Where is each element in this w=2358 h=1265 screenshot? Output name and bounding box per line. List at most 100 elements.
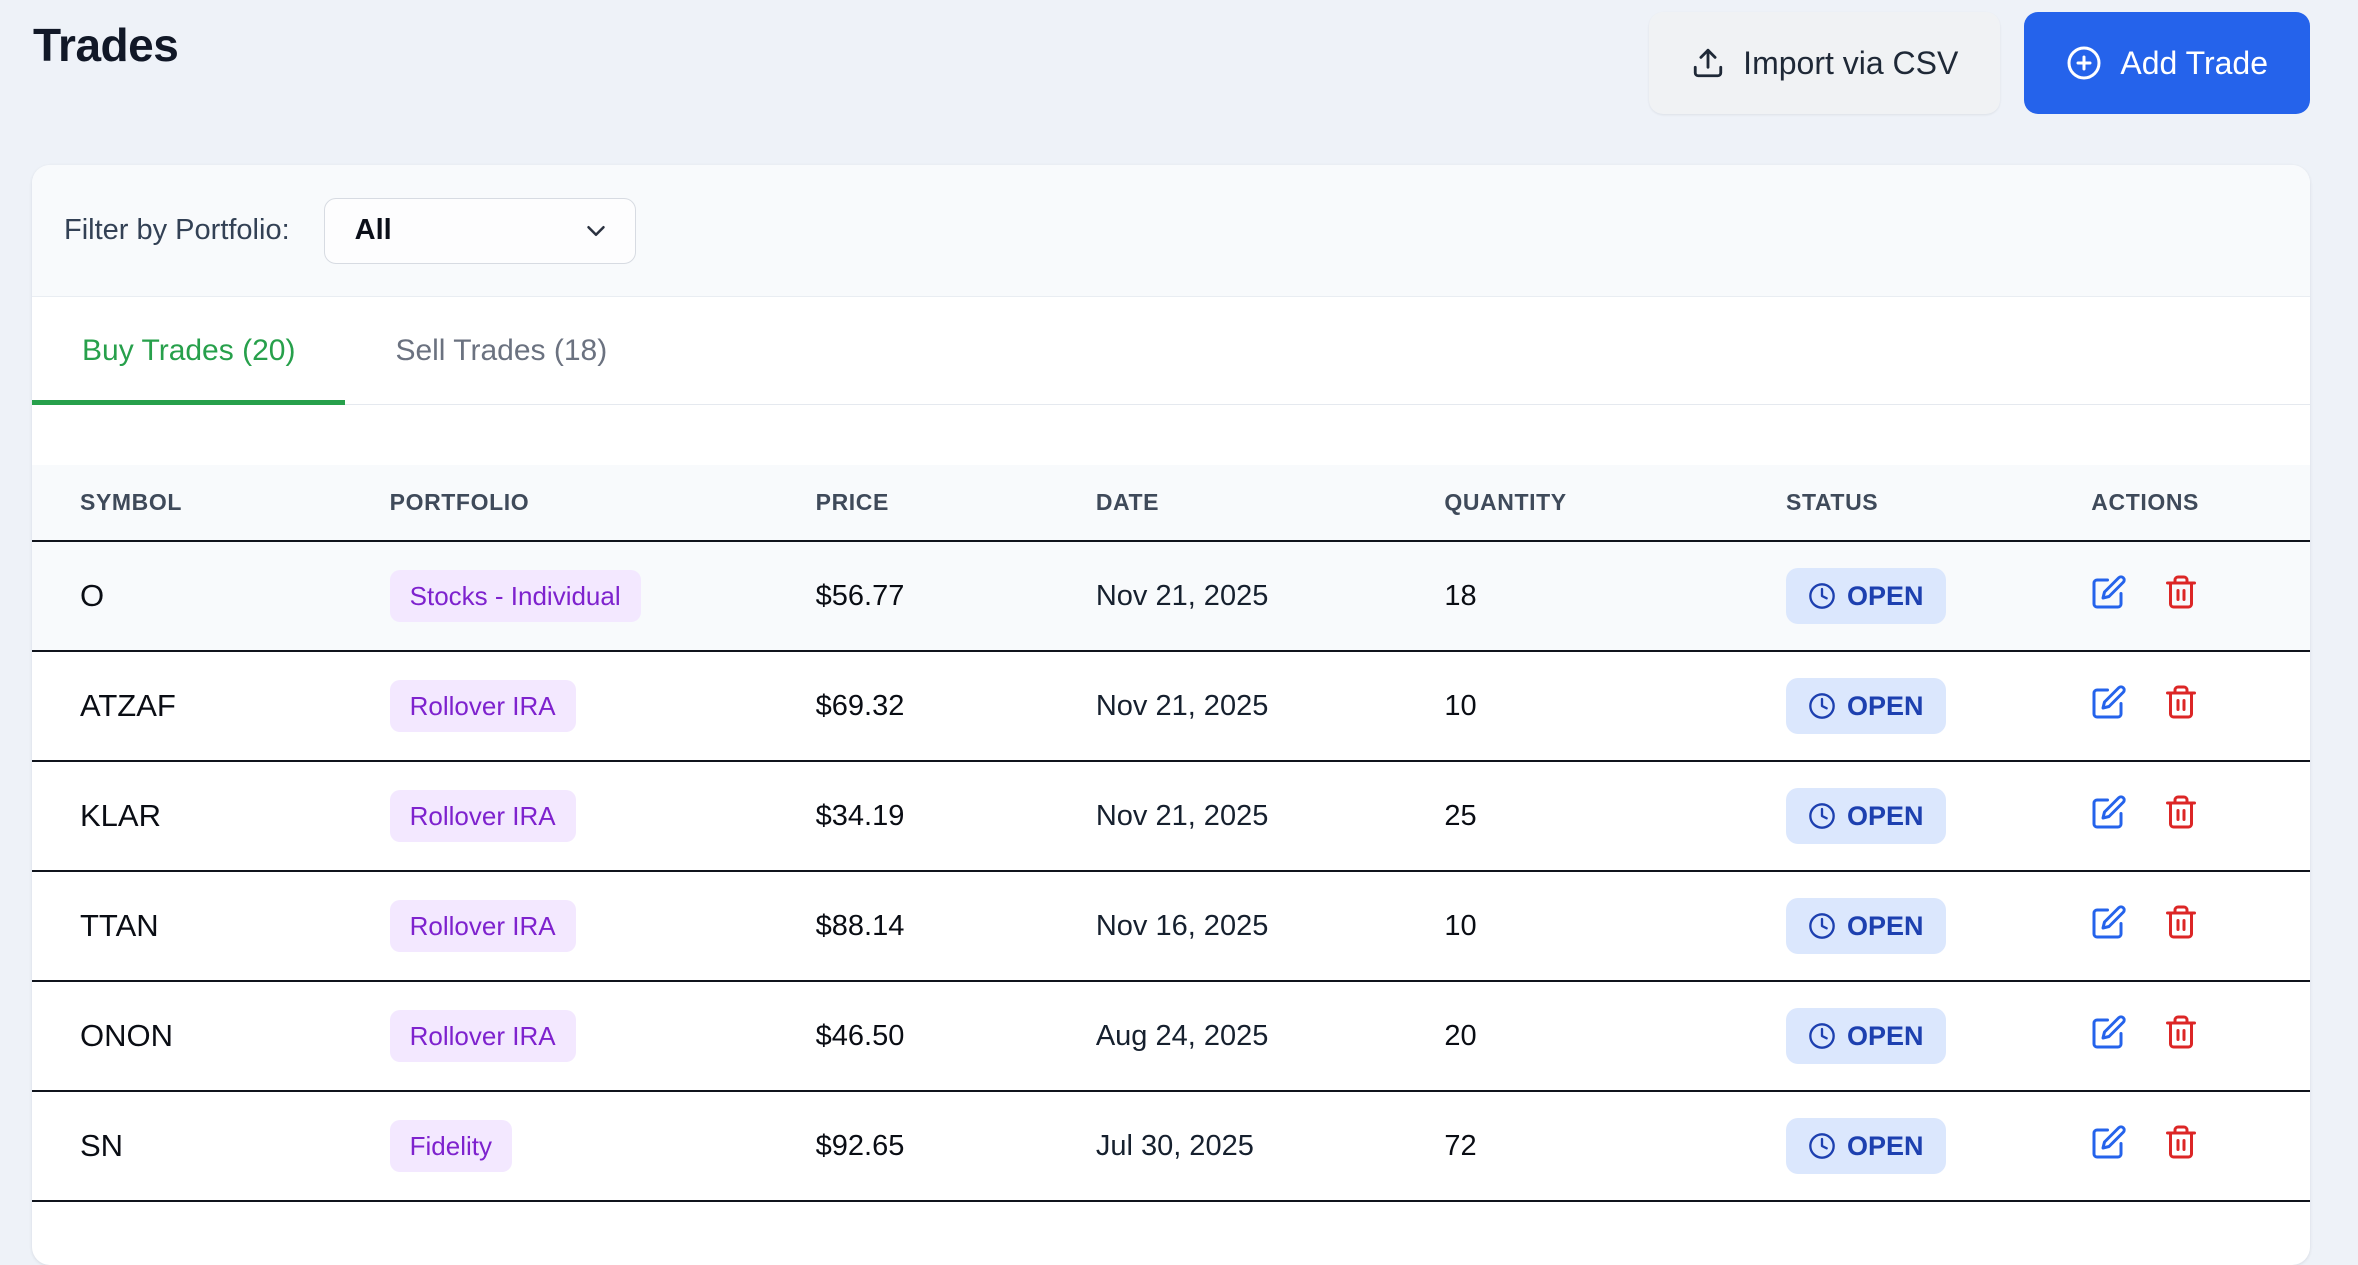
quantity-cell: 18 [1444,541,1787,652]
add-trade-button[interactable]: Add Trade [2024,12,2310,114]
column-header-symbol: SYMBOL [32,465,390,542]
trades-card: Filter by Portfolio: All Buy Trades (20)… [32,165,2310,1265]
date-cell: Nov 21, 2025 [1095,541,1445,652]
delete-trade-button[interactable] [2163,1014,2199,1050]
page-title: Trades [33,19,179,71]
edit-icon [2091,1124,2127,1160]
date-cell: Nov 16, 2025 [1095,871,1445,982]
import-csv-label: Import via CSV [1743,44,1959,81]
status-cell: OPEN [1786,651,2092,762]
status-cell: OPEN [1786,1091,2092,1202]
status-badge-label: OPEN [1847,690,1924,721]
symbol-cell: O [32,541,390,652]
topbar-actions: Import via CSV Add Trade [1649,12,2310,114]
symbol-cell: KLAR [32,761,390,872]
actions-cell [2091,871,2310,982]
status-badge-label: OPEN [1847,1130,1924,1161]
edit-icon [2091,1014,2127,1050]
status-badge: OPEN [1786,1118,1946,1174]
status-cell: OPEN [1786,871,2092,982]
chevron-down-icon [581,216,611,246]
edit-icon [2091,904,2127,940]
edit-icon [2091,794,2127,830]
status-badge-label: OPEN [1847,580,1924,611]
quantity-cell: 25 [1444,761,1787,872]
price-cell: $88.14 [815,871,1096,982]
tab-buy-trades-label: Buy Trades (20) [82,333,296,367]
edit-trade-button[interactable] [2091,1014,2127,1050]
portfolio-cell: Fidelity [389,1091,816,1202]
trash-icon [2163,684,2199,720]
column-header-date: DATE [1095,465,1445,542]
edit-trade-button[interactable] [2091,904,2127,940]
portfolio-filter-select[interactable]: All [323,197,636,264]
status-badge: OPEN [1786,788,1946,844]
date-cell: Nov 21, 2025 [1095,651,1445,762]
clock-icon [1808,582,1836,610]
symbol-cell: ONON [32,981,390,1092]
trades-table-body: O Stocks - Individual $56.77 Nov 21, 202… [32,541,2310,1202]
trash-icon [2163,1124,2199,1160]
table-row: ATZAF Rollover IRA $69.32 Nov 21, 2025 1… [32,651,2310,762]
clock-icon [1808,802,1836,830]
add-trade-label: Add Trade [2120,44,2268,81]
clock-icon [1808,692,1836,720]
status-badge: OPEN [1786,568,1946,624]
price-cell: $46.50 [815,981,1096,1092]
trash-icon [2163,904,2199,940]
portfolio-cell: Rollover IRA [389,871,816,982]
portfolio-filter-value: All [354,214,392,246]
status-cell: OPEN [1786,981,2092,1092]
delete-trade-button[interactable] [2163,904,2199,940]
trash-icon [2163,1014,2199,1050]
edit-trade-button[interactable] [2091,1124,2127,1160]
clock-icon [1808,912,1836,940]
trade-tabs: Buy Trades (20) Sell Trades (18) [32,297,2310,405]
price-cell: $56.77 [815,541,1096,652]
delete-trade-button[interactable] [2163,684,2199,720]
column-header-status: STATUS [1786,465,2092,542]
portfolio-badge: Fidelity [389,1120,512,1172]
status-badge: OPEN [1786,898,1946,954]
table-row: TTAN Rollover IRA $88.14 Nov 16, 2025 10… [32,871,2310,982]
quantity-cell: 10 [1444,651,1787,762]
status-badge-label: OPEN [1847,910,1924,941]
portfolio-cell: Rollover IRA [389,761,816,872]
edit-trade-button[interactable] [2091,684,2127,720]
quantity-cell: 10 [1444,871,1787,982]
status-cell: OPEN [1786,541,2092,652]
delete-trade-button[interactable] [2163,574,2199,610]
table-row: O Stocks - Individual $56.77 Nov 21, 202… [32,541,2310,652]
status-badge-label: OPEN [1847,1020,1924,1051]
edit-icon [2091,684,2127,720]
portfolio-cell: Rollover IRA [389,651,816,762]
table-gap [32,405,2310,465]
date-cell: Nov 21, 2025 [1095,761,1445,872]
portfolio-filter-label: Filter by Portfolio: [64,214,290,246]
table-row: SN Fidelity $92.65 Jul 30, 2025 72 OPEN [32,1091,2310,1202]
column-header-portfolio: PORTFOLIO [389,465,816,542]
delete-trade-button[interactable] [2163,794,2199,830]
portfolio-cell: Rollover IRA [389,981,816,1092]
column-header-price: PRICE [815,465,1096,542]
tab-sell-trades-label: Sell Trades (18) [395,333,608,367]
delete-trade-button[interactable] [2163,1124,2199,1160]
tab-sell-trades[interactable]: Sell Trades (18) [345,297,657,404]
price-cell: $92.65 [815,1091,1096,1202]
table-row: KLAR Rollover IRA $34.19 Nov 21, 2025 25… [32,761,2310,872]
import-csv-button[interactable]: Import via CSV [1649,12,2001,114]
trash-icon [2163,794,2199,830]
status-badge: OPEN [1786,1008,1946,1064]
plus-circle-icon [2066,45,2102,81]
edit-trade-button[interactable] [2091,794,2127,830]
status-badge-label: OPEN [1847,800,1924,831]
table-header: SYMBOL PORTFOLIO PRICE DATE QUANTITY STA… [32,465,2310,542]
edit-trade-button[interactable] [2091,574,2127,610]
portfolio-badge: Rollover IRA [389,900,576,952]
tab-buy-trades[interactable]: Buy Trades (20) [32,297,346,405]
actions-cell [2091,651,2310,762]
actions-cell [2091,761,2310,872]
edit-icon [2091,574,2127,610]
actions-cell [2091,981,2310,1092]
symbol-cell: SN [32,1091,390,1202]
